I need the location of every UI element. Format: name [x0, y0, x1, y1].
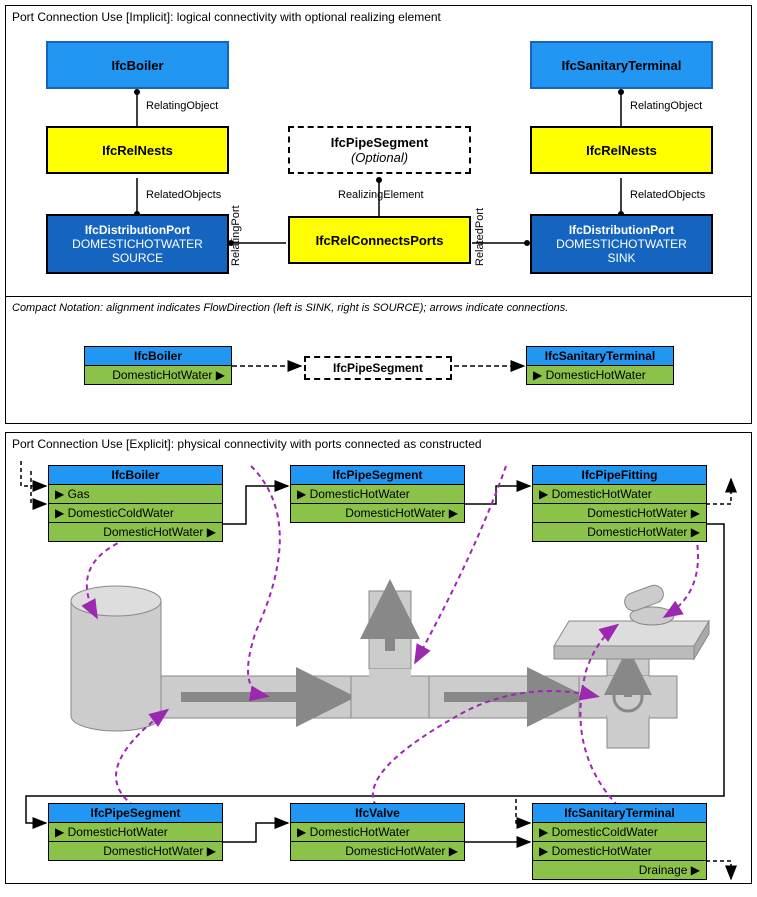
box-pipeseg-optional: IfcPipeSegment (Optional): [288, 126, 471, 174]
box-ifcboiler: IfcBoiler: [46, 41, 229, 89]
box-relnests2: IfcRelNests: [530, 126, 713, 174]
row: DomesticHotWater ▶: [291, 504, 464, 522]
card-boiler: IfcBoiler ▶ Gas ▶ DomesticColdWater Dome…: [48, 465, 223, 542]
compact-notation-title: Compact Notation: alignment indicates Fl…: [6, 298, 574, 318]
sublbl: (Optional): [351, 150, 408, 165]
row: ▶ DomesticHotWater: [527, 366, 673, 384]
card-valve: IfcValve ▶ DomesticHotWater DomesticHotW…: [290, 803, 465, 861]
lbl: IfcRelNests: [102, 143, 173, 158]
row: ▶ DomesticColdWater: [49, 504, 222, 523]
l1: IfcDistributionPort: [569, 223, 674, 237]
lbl: IfcBoiler: [111, 58, 163, 73]
hdr: IfcSanitaryTerminal: [533, 804, 706, 823]
row: ▶ DomesticHotWater: [291, 485, 464, 504]
hdr: IfcValve: [291, 804, 464, 823]
row: DomesticHotWater ▶: [49, 842, 222, 860]
panel1-title: Port Connection Use [Implicit]: logical …: [6, 6, 751, 28]
box-ifcsanitaryterminal: IfcSanitaryTerminal: [530, 41, 713, 89]
l2: DOMESTICHOTWATER: [556, 237, 687, 251]
row: Drainage ▶: [533, 861, 706, 879]
lbl-relating2: RelatingObject: [630, 100, 702, 112]
row: ▶ DomesticHotWater: [533, 842, 706, 861]
hdr: IfcBoiler: [85, 347, 231, 366]
row: ▶ Gas: [49, 485, 222, 504]
hdr: IfcPipeFitting: [533, 466, 706, 485]
lbl-related1: RelatedObjects: [146, 189, 221, 201]
card-sanitary: IfcSanitaryTerminal ▶ DomesticColdWater …: [532, 803, 707, 880]
row: DomesticHotWater ▶: [533, 523, 706, 541]
l1: IfcDistributionPort: [85, 223, 190, 237]
lbl: IfcSanitaryTerminal: [562, 58, 682, 73]
lbl-relating1: RelatingObject: [146, 100, 218, 112]
row: ▶ DomesticHotWater: [291, 823, 464, 842]
box-distport2: IfcDistributionPort DOMESTICHOTWATER SIN…: [530, 214, 713, 274]
compact-sanitary: IfcSanitaryTerminal ▶ DomesticHotWater: [526, 346, 674, 385]
l3: SINK: [607, 251, 635, 265]
lbl-related2: RelatedObjects: [630, 189, 705, 201]
card-pipeseg-bottom: IfcPipeSegment ▶ DomesticHotWater Domest…: [48, 803, 223, 861]
l2: DOMESTICHOTWATER: [72, 237, 203, 251]
card-pipeseg-top: IfcPipeSegment ▶ DomesticHotWater Domest…: [290, 465, 465, 523]
implicit-panel: Port Connection Use [Implicit]: logical …: [5, 5, 752, 424]
lbl-relatedport: RelatedPort: [474, 208, 486, 266]
lbl-realizing: RealizingElement: [338, 189, 424, 201]
row: DomesticHotWater ▶: [49, 523, 222, 541]
box-relconnects: IfcRelConnectsPorts: [288, 216, 471, 264]
row: ▶ DomesticHotWater: [49, 823, 222, 842]
separator: [6, 296, 751, 297]
compact-pipeseg: IfcPipeSegment: [304, 356, 452, 380]
l3: SOURCE: [112, 251, 163, 265]
explicit-panel: Port Connection Use [Explicit]: physical…: [5, 432, 752, 884]
row: DomesticHotWater ▶: [85, 366, 231, 384]
lbl: IfcRelNests: [586, 143, 657, 158]
box-relnests1: IfcRelNests: [46, 126, 229, 174]
lbl: IfcRelConnectsPorts: [316, 233, 444, 248]
row: DomesticHotWater ▶: [291, 842, 464, 860]
hdr: IfcBoiler: [49, 466, 222, 485]
row: ▶ DomesticHotWater: [533, 485, 706, 504]
row: DomesticHotWater ▶: [533, 504, 706, 523]
lbl: IfcPipeSegment: [331, 135, 429, 150]
hdr: IfcPipeSegment: [291, 466, 464, 485]
hdr: IfcPipeSegment: [49, 804, 222, 823]
row: ▶ DomesticColdWater: [533, 823, 706, 842]
lbl-relatingport: RelatingPort: [230, 205, 242, 266]
box-distport1: IfcDistributionPort DOMESTICHOTWATER SOU…: [46, 214, 229, 274]
compact-boiler: IfcBoiler DomesticHotWater ▶: [84, 346, 232, 385]
hdr: IfcSanitaryTerminal: [527, 347, 673, 366]
card-fitting: IfcPipeFitting ▶ DomesticHotWater Domest…: [532, 465, 707, 542]
lbl: IfcPipeSegment: [333, 361, 423, 375]
